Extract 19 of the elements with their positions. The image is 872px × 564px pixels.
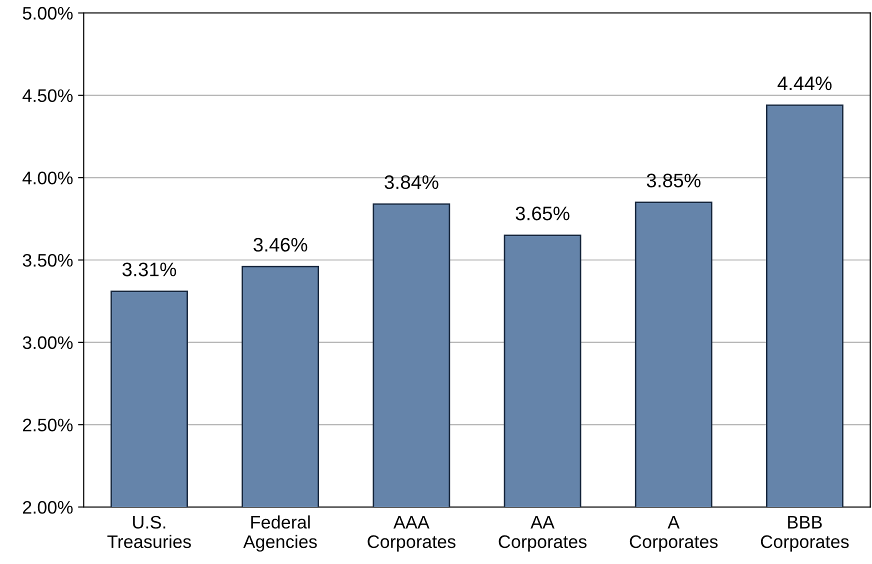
data-label: 3.84% xyxy=(384,175,438,190)
x-tick-label: AAA Corporates xyxy=(368,516,456,552)
y-tick-label: 4.00% xyxy=(22,172,73,184)
y-tick-label: 3.00% xyxy=(22,336,73,350)
y-tick-label: 2.00% xyxy=(23,500,73,514)
x-tick-label: A Corporates xyxy=(630,516,718,552)
x-tick-label: U.S. Treasuries xyxy=(107,516,191,548)
y-tick-label: 5.00% xyxy=(22,6,73,20)
data-label: 3.85% xyxy=(646,174,700,188)
data-label: 3.31% xyxy=(122,262,176,276)
y-tick-label: 2.50% xyxy=(23,418,73,432)
data-label: 4.44% xyxy=(778,76,832,90)
x-tick-label: AA Corporates xyxy=(498,516,587,552)
data-label: 3.65% xyxy=(516,206,570,220)
y-tick-label: 3.50% xyxy=(22,254,73,267)
y-tick-label: 4.50% xyxy=(22,89,73,102)
x-tick-label: Federal Agencies xyxy=(243,515,317,552)
x-tick-label: BBB Corporates xyxy=(760,516,849,552)
data-label: 3.46% xyxy=(254,238,308,252)
